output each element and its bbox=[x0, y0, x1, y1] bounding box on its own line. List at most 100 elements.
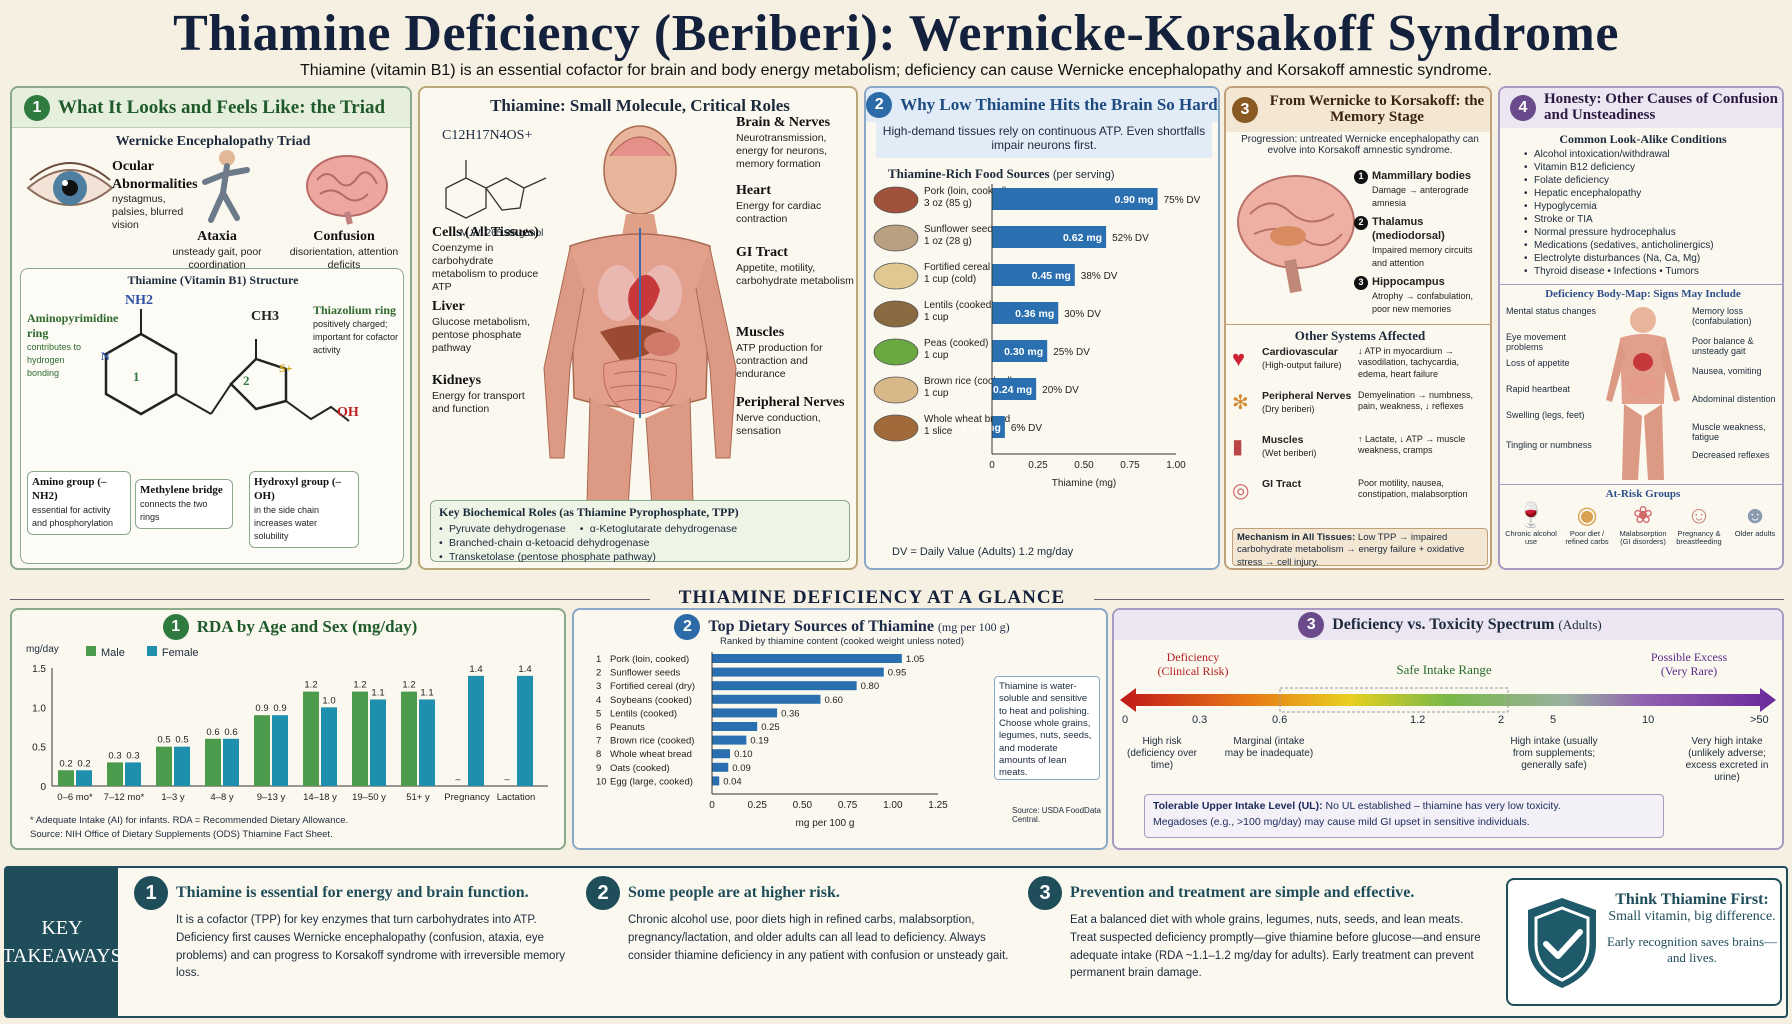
rda-value-label: 0.6 bbox=[206, 727, 219, 738]
rda-tick-label: 0 bbox=[40, 782, 46, 793]
food-tick-label: 0.50 bbox=[1074, 460, 1094, 471]
food-name: Pork (loin, cooked) bbox=[924, 186, 1007, 197]
source-bar bbox=[712, 722, 758, 731]
food-value-label: 0.07 mg bbox=[962, 422, 1001, 434]
gi-icon: ◎ bbox=[1232, 480, 1250, 502]
conditions-list: Alcohol intoxication/withdrawal Vitamin … bbox=[1524, 148, 1714, 278]
triad-title: Wernicke Encephalopathy Triad bbox=[115, 134, 311, 149]
marginal-caption: Marginal (intake may be inadequate) bbox=[1224, 736, 1314, 759]
page-title: Thiamine Deficiency (Beriberi): Wernicke… bbox=[173, 5, 1619, 62]
role-item: Pyruvate dehydrogenase bbox=[439, 523, 566, 535]
rda-bar bbox=[76, 770, 92, 786]
source-bar bbox=[712, 694, 821, 704]
rda-bar bbox=[107, 762, 123, 786]
aminopyrimidine-label: Aminopyrimidine ring contributes to hydro… bbox=[27, 311, 119, 379]
condition-item: Hypoglycemia bbox=[1524, 200, 1714, 213]
source-name: Egg (large, cooked) bbox=[610, 776, 693, 787]
spectrum-title: Deficiency vs. Toxicity Spectrum bbox=[1332, 616, 1555, 633]
food-image-icon bbox=[873, 300, 919, 328]
body-panel-title: Thiamine: Small Molecule, Critical Roles bbox=[490, 96, 790, 115]
ataxia-label: Ataxia unsteady gait, poor coordination bbox=[172, 229, 262, 271]
source-rank: 8 bbox=[596, 749, 601, 760]
food-value-label: 0.90 mg bbox=[1114, 194, 1153, 206]
sign-item: Nausea, vomiting bbox=[1692, 366, 1762, 376]
rda-category-label: 0–6 mo* bbox=[57, 792, 93, 803]
source-tick-label: 1.00 bbox=[883, 800, 903, 811]
korsakoff-panel: 3 From Wernicke to Korsakoff: the Memory… bbox=[1224, 86, 1492, 570]
left-signs: Mental status changes Eye movement probl… bbox=[1506, 306, 1598, 466]
ring-2-label: 2 bbox=[243, 373, 250, 388]
confusion-label: Confusion disorientation, attention defic… bbox=[289, 229, 399, 271]
rda-value-label: 1.2 bbox=[304, 680, 317, 691]
rda-category-label: 14–18 y bbox=[303, 792, 337, 803]
takeaways-section: KEY TAKEAWAYS 1 Thiamine is essential for… bbox=[2, 866, 1788, 1018]
condition-item: Vitamin B12 deficiency bbox=[1524, 161, 1714, 174]
roles-list: Pyruvate dehydrogenase α-Ketoglutarate d… bbox=[439, 523, 841, 563]
right-signs: Memory loss (confabulation) Poor balance… bbox=[1692, 306, 1782, 476]
hippocampus-item: 3 Hippocampus Atrophy → confabulation, poo… bbox=[1354, 275, 1490, 316]
pregnancy-icon: ☺ bbox=[1686, 502, 1712, 529]
source-bar bbox=[712, 667, 884, 677]
source-value-label: 0.19 bbox=[750, 736, 769, 747]
structure-box: Thiamine (Vitamin B1) Structure NH2 CH3 … bbox=[20, 268, 404, 564]
food-value-label: 0.62 mg bbox=[1063, 232, 1102, 244]
rda-bar bbox=[352, 691, 368, 786]
page-subtitle: Thiamine (vitamin B1) is an essential co… bbox=[299, 62, 1492, 79]
triad-panel: 1 What It Looks and Feels Like: the Tria… bbox=[10, 86, 412, 570]
tick-label: 0.3 bbox=[1192, 714, 1208, 726]
source-rank: 9 bbox=[596, 763, 601, 774]
source-bar bbox=[712, 749, 731, 759]
spectrum-ticks: 0 0.3 0.6 1.2 2 5 10 >50 bbox=[1114, 714, 1782, 730]
triad-panel-header: 1 What It Looks and Feels Like: the Tria… bbox=[12, 88, 410, 128]
food-image-icon bbox=[873, 414, 919, 442]
high-risk-caption: High risk (deficiency over time) bbox=[1126, 736, 1198, 771]
rda-value-label: 0.6 bbox=[224, 727, 237, 738]
sign-item: Decreased reflexes bbox=[1692, 450, 1770, 460]
rda-value-label: 0.5 bbox=[157, 735, 170, 746]
peripheral-nerves-label: Peripheral Nerves Nerve conduction, sensa… bbox=[736, 395, 845, 437]
source-value-label: 0.95 bbox=[888, 668, 907, 679]
ul-box: Tolerable Upper Intake Level (UL): No UL… bbox=[1144, 794, 1664, 838]
tick-label: 0.6 bbox=[1272, 714, 1288, 726]
lookalike-title: Honesty: Other Causes of Confusion and U… bbox=[1544, 91, 1778, 123]
food-name: Sunflower seeds bbox=[924, 224, 998, 235]
top-sources-panel: 2 Top Dietary Sources of Thiamine (mg pe… bbox=[572, 608, 1108, 850]
heart-label: Heart Energy for cardiac contraction bbox=[736, 183, 822, 225]
rda-category-label: 9–13 y bbox=[257, 792, 286, 803]
n-atom-label: N bbox=[101, 349, 110, 363]
panel-number: 3 bbox=[1298, 612, 1325, 638]
sign-item: Mental status changes bbox=[1506, 306, 1597, 316]
nh2-label: NH2 bbox=[125, 293, 153, 308]
source-rank: 3 bbox=[596, 681, 601, 692]
why-panel-header: 2 Why Low Thiamine Hits the Brain So Hard bbox=[866, 88, 1218, 122]
cells-label: Cells (All Tissues) Coenzyme in carbohydr… bbox=[432, 225, 539, 293]
brain-nerves-label: Brain & Nerves Neurotransmission, energy … bbox=[736, 115, 831, 170]
source-tick-label: 1.25 bbox=[928, 800, 948, 811]
sign-item: Muscle weakness, fatigue bbox=[1692, 422, 1766, 443]
thalamus-item: 2 Thalamus (mediodorsal) Impaired memory c… bbox=[1354, 216, 1490, 270]
source-bar bbox=[712, 762, 729, 772]
condition-item: Stroke or TIA bbox=[1524, 213, 1714, 226]
rda-value-label: 0.9 bbox=[273, 703, 286, 714]
rda-bar bbox=[174, 746, 190, 786]
food-bar bbox=[992, 264, 1075, 286]
rda-bar bbox=[401, 691, 417, 786]
rda-notes: * Adequate Intake (AI) for infants. RDA … bbox=[30, 814, 348, 842]
rda-bar bbox=[370, 699, 386, 786]
dv-footnote: DV = Daily Value (Adults) 1.2 mg/day bbox=[892, 546, 1074, 558]
role-item: Branched-chain α-ketoacid dehydrogenase bbox=[439, 537, 649, 549]
food-value-label: 0.24 mg bbox=[993, 384, 1032, 396]
risk-group-pregnancy: ☺ Pregnancy & breastfeeding bbox=[1672, 502, 1726, 547]
food-dv-label: 6% DV bbox=[1011, 423, 1042, 434]
body-panel: Thiamine: Small Molecule, Critical Roles… bbox=[418, 86, 858, 570]
ring-1-label: 1 bbox=[133, 369, 140, 384]
memory-structures-list: 1 Mammillary bodies Damage → anterograde a… bbox=[1354, 170, 1490, 316]
usda-source: Source: USDA FoodData Central. bbox=[1012, 806, 1101, 824]
source-name: Oats (cooked) bbox=[610, 763, 670, 774]
roles-title: Key Biochemical Roles (as Thiamine Pyrop… bbox=[439, 505, 739, 519]
risk-group-malabsorption: ❀ Malabsorption (GI disorders) bbox=[1616, 502, 1670, 547]
korsakoff-header: 3 From Wernicke to Korsakoff: the Memory… bbox=[1226, 88, 1490, 132]
source-rank: 1 bbox=[596, 654, 601, 665]
risk-group-elderly: ☻ Older adults bbox=[1728, 502, 1782, 547]
top-sources-header: 2 Top Dietary Sources of Thiamine (mg pe… bbox=[574, 614, 1106, 640]
